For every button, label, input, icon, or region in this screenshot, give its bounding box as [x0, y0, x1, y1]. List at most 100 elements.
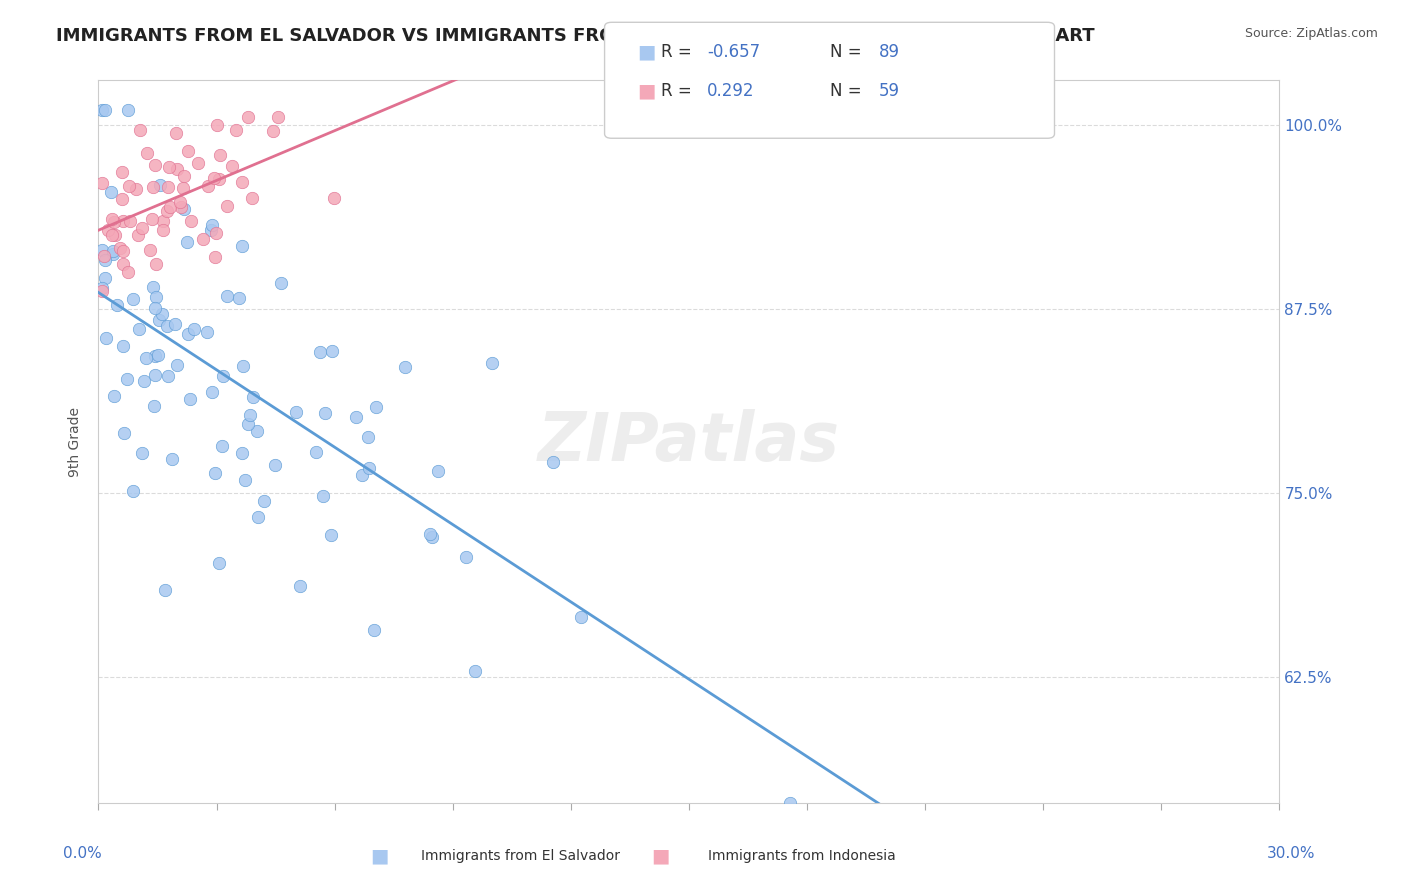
- Point: [163, 318, 186, 332]
- Point: [143, 368, 166, 382]
- Text: R =: R =: [661, 43, 697, 61]
- Point: [236, 110, 259, 124]
- Point: [569, 610, 592, 624]
- Point: [201, 218, 224, 232]
- Point: [267, 110, 290, 124]
- Point: [208, 148, 231, 162]
- Point: [264, 458, 287, 472]
- Point: [157, 160, 180, 174]
- Text: Immigrants from Indonesia: Immigrants from Indonesia: [707, 849, 896, 863]
- Point: [128, 322, 150, 336]
- Point: [308, 344, 330, 359]
- Point: [208, 172, 231, 186]
- Point: [239, 409, 262, 423]
- Point: [128, 123, 150, 137]
- Point: [215, 289, 238, 303]
- Text: ■: ■: [370, 847, 389, 866]
- Point: [157, 179, 180, 194]
- Point: [131, 221, 153, 235]
- Point: [91, 281, 114, 295]
- Text: N =: N =: [830, 82, 866, 100]
- Point: [136, 145, 159, 160]
- Point: [110, 164, 132, 178]
- Point: [202, 171, 225, 186]
- Point: [352, 467, 374, 482]
- Point: [245, 425, 267, 439]
- Point: [246, 510, 269, 524]
- Point: [211, 439, 233, 453]
- Text: N =: N =: [830, 43, 866, 61]
- Point: [117, 103, 139, 117]
- Point: [111, 339, 134, 353]
- Point: [160, 452, 183, 467]
- Point: [253, 494, 276, 508]
- Point: [94, 331, 117, 345]
- Point: [156, 368, 179, 383]
- Point: [232, 359, 254, 373]
- Point: [262, 124, 284, 138]
- Point: [228, 291, 250, 305]
- Point: [152, 213, 174, 227]
- Point: [91, 243, 114, 257]
- Point: [426, 465, 449, 479]
- Point: [91, 285, 114, 299]
- Point: [454, 550, 477, 565]
- Point: [117, 179, 139, 194]
- Point: [204, 250, 226, 264]
- Text: IMMIGRANTS FROM EL SALVADOR VS IMMIGRANTS FROM INDONESIA 9TH GRADE CORRELATION C: IMMIGRANTS FROM EL SALVADOR VS IMMIGRANT…: [56, 27, 1095, 45]
- Point: [312, 489, 335, 503]
- Point: [357, 430, 380, 444]
- Point: [100, 185, 122, 199]
- Point: [420, 530, 443, 544]
- Point: [111, 193, 134, 207]
- Point: [176, 235, 198, 250]
- Text: ZIPatlas: ZIPatlas: [538, 409, 839, 475]
- Point: [481, 356, 503, 370]
- Point: [240, 191, 263, 205]
- Point: [135, 351, 157, 365]
- Point: [122, 484, 145, 499]
- Point: [166, 161, 188, 176]
- Point: [170, 200, 193, 214]
- Point: [205, 226, 228, 240]
- Point: [150, 307, 173, 321]
- Point: [131, 446, 153, 460]
- Point: [146, 348, 169, 362]
- Point: [359, 461, 381, 475]
- Text: 59: 59: [879, 82, 900, 100]
- Point: [143, 349, 166, 363]
- Point: [197, 179, 219, 194]
- Point: [394, 359, 416, 374]
- Point: [284, 405, 307, 419]
- Point: [236, 417, 259, 431]
- Point: [112, 425, 135, 440]
- Point: [344, 410, 367, 425]
- Point: [107, 298, 129, 312]
- Point: [111, 244, 134, 258]
- Point: [323, 191, 346, 205]
- Point: [156, 319, 179, 334]
- Point: [173, 169, 195, 183]
- Point: [208, 557, 231, 571]
- Point: [127, 228, 149, 243]
- Point: [108, 241, 131, 255]
- Text: -0.657: -0.657: [707, 43, 761, 61]
- Point: [195, 325, 218, 339]
- Point: [117, 265, 139, 279]
- Point: [101, 211, 124, 226]
- Point: [155, 583, 177, 598]
- Point: [205, 118, 228, 132]
- Point: [231, 239, 253, 253]
- Point: [132, 374, 155, 388]
- Point: [122, 292, 145, 306]
- Point: [201, 385, 224, 400]
- Point: [93, 249, 115, 263]
- Point: [305, 445, 328, 459]
- Point: [242, 390, 264, 404]
- Point: [125, 182, 148, 196]
- Point: [321, 344, 343, 359]
- Point: [179, 392, 201, 407]
- Point: [166, 358, 188, 372]
- Point: [212, 368, 235, 383]
- Point: [187, 156, 209, 170]
